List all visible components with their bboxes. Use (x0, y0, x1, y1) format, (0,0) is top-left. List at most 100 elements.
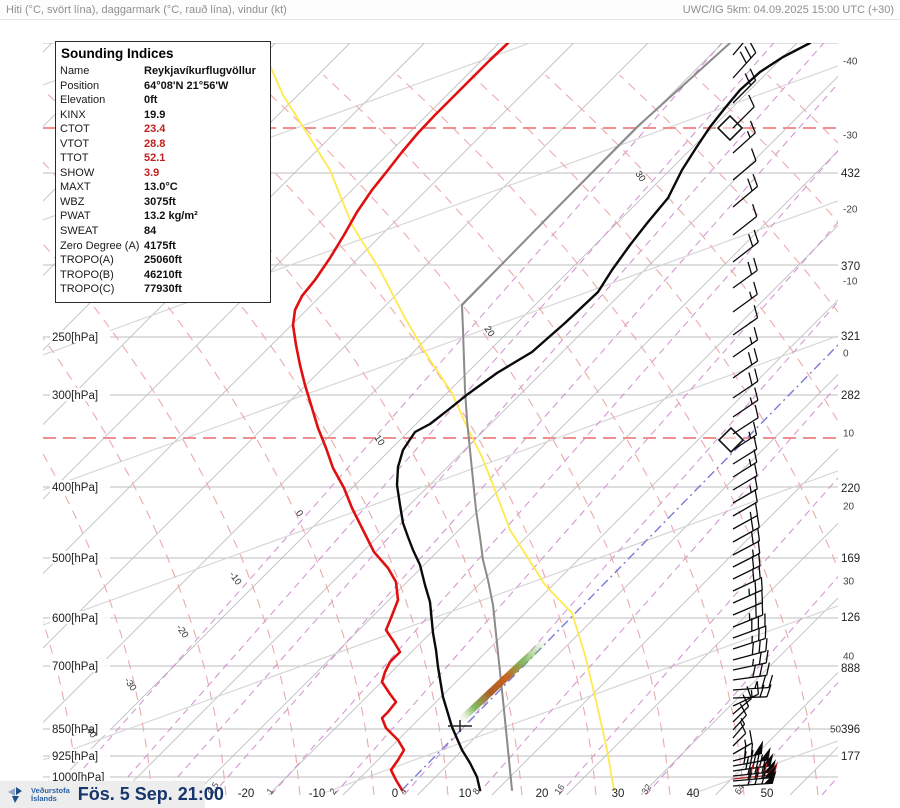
index-row: TTOT 52.1 (60, 151, 266, 166)
index-value: 84 (144, 225, 157, 238)
wind-barb (732, 476, 758, 504)
index-row: TROPO(B) 46210ft (60, 268, 266, 283)
index-label: Name (60, 65, 90, 77)
index-label: SWEAT (60, 225, 99, 238)
index-row: SWEAT 84 (60, 224, 266, 239)
wind-barb (732, 449, 758, 478)
wind-barb (732, 348, 759, 379)
wind-barb (732, 43, 744, 56)
height-axis-label: 370 (841, 261, 860, 273)
isotherm-right-label: -20 (843, 205, 858, 216)
isotherm-right-label: -40 (843, 57, 858, 68)
index-value: 77930ft (144, 283, 182, 296)
index-label: TROPO(C) (60, 283, 115, 296)
index-label: TROPO(B) (60, 268, 114, 281)
index-row: MAXT 13.0°C (60, 180, 266, 195)
index-value: Reykjavíkurflugvöllur (144, 65, 256, 77)
index-label: TTOT (60, 152, 89, 165)
reference-yellow-line (259, 43, 615, 791)
temperature-axis-label: 50 (761, 788, 774, 800)
wind-barb (732, 638, 768, 661)
index-row: TROPO(A) 25060ft (60, 253, 266, 268)
pressure-axis-label: 300[hPa] (52, 390, 98, 402)
wind-barb (732, 552, 761, 580)
height-axis-label: 396 (841, 724, 860, 736)
index-row: TROPO(C) 77930ft (60, 282, 266, 297)
isotherm-right-label: 30 (843, 577, 855, 588)
index-value: 3075ft (144, 195, 176, 208)
adiabat-label: 30 (633, 169, 648, 184)
wind-barb (732, 649, 769, 671)
surface-mixing-ratio-line (401, 344, 838, 791)
wind-barb (732, 662, 771, 681)
vedurstofa-logo-icon (8, 786, 22, 803)
wind-barb (732, 502, 759, 530)
height-axis-label: 321 (841, 331, 860, 343)
wind-barb (732, 257, 758, 289)
index-label: TROPO(A) (60, 254, 114, 267)
indices-rows: Name Reykjavíkurflugvöllur Position 64°08'N… (60, 64, 266, 297)
index-label: VTOT (60, 137, 90, 150)
wind-barb (732, 694, 750, 723)
index-label: MAXT (60, 181, 91, 194)
wind-barbs (732, 43, 778, 787)
index-label: WBZ (60, 195, 85, 208)
index-value: 19.9 (144, 108, 166, 121)
adiabat-label: -20 (174, 623, 191, 641)
adiabat-label: -10 (227, 570, 244, 588)
wind-barb (732, 721, 747, 747)
wind-barb (732, 305, 759, 336)
index-value: 23.4 (144, 123, 166, 136)
adiabat-label: -30 (122, 676, 139, 694)
wind-barb (732, 681, 760, 707)
temperature-axis-label: 20 (536, 788, 549, 800)
index-row: PWAT 13.2 kg/m² (60, 209, 266, 224)
index-label: SHOW (60, 166, 95, 179)
dewpoint-curve (291, 43, 510, 792)
pressure-axis-label: 850[hPa] (52, 724, 98, 736)
wind-barb (732, 229, 759, 263)
index-value: 46210ft (144, 268, 182, 281)
mixing-ratio-label: 64 (732, 782, 746, 796)
mixing-ratio-label: 2 (327, 786, 338, 796)
axis-labels: 250[hPa] 300[hPa] 400[hPa] 500[hPa] 600[hPa]… (50, 57, 860, 800)
pressure-axis-label: 250[hPa] (52, 332, 98, 344)
wind-barb (732, 368, 759, 399)
isotherm-right-label: 40 (843, 652, 855, 663)
temperature-axis-label: 0 (392, 788, 398, 800)
index-row: Elevation 0ft (60, 93, 266, 108)
tropopause-diamond-marker (716, 114, 744, 142)
height-axis-label: 220 (841, 483, 860, 495)
pressure-axis-label: 400[hPa] (52, 482, 98, 494)
index-label: Zero Degree (A) (60, 239, 140, 252)
isotherm-right-label: -30 (843, 131, 858, 142)
index-value: 4175ft (144, 239, 176, 252)
height-axis-label: 169 (841, 553, 860, 565)
logo-text-line1: Veðurstofa (31, 785, 70, 795)
isotherm-right-label: 0 (843, 349, 849, 360)
index-value: 64°08'N 21°56'W (144, 79, 229, 92)
wind-barb (732, 203, 758, 236)
wind-barb (732, 327, 759, 358)
index-row: VTOT 28.8 (60, 137, 266, 152)
temperature-axis-label: 30 (612, 788, 625, 800)
index-label: Position (60, 79, 100, 92)
pressure-axis-label: 600[hPa] (52, 613, 98, 625)
wind-barb (732, 576, 763, 604)
index-value: 13.2 kg/m² (144, 210, 198, 223)
index-value: 0ft (144, 94, 158, 107)
wind-barb (732, 565, 761, 592)
adiabat-label: 0 (293, 508, 305, 519)
isotherm-right-label: 20 (843, 502, 855, 513)
index-row: SHOW 3.9 (60, 166, 266, 181)
wind-barb (732, 462, 758, 491)
index-row: Name Reykjavíkurflugvöllur (60, 64, 266, 79)
mixing-ratio-lines (59, 43, 838, 795)
index-row: KINX 19.9 (60, 108, 266, 123)
temperature-axis-label: 40 (687, 788, 700, 800)
sounding-indices-panel: Sounding Indices Name Reykjavíkurflugvöll… (55, 41, 271, 303)
wind-barb (732, 770, 777, 787)
index-row: Position 64°08'N 21°56'W (60, 79, 266, 94)
wind-barb (732, 281, 758, 313)
